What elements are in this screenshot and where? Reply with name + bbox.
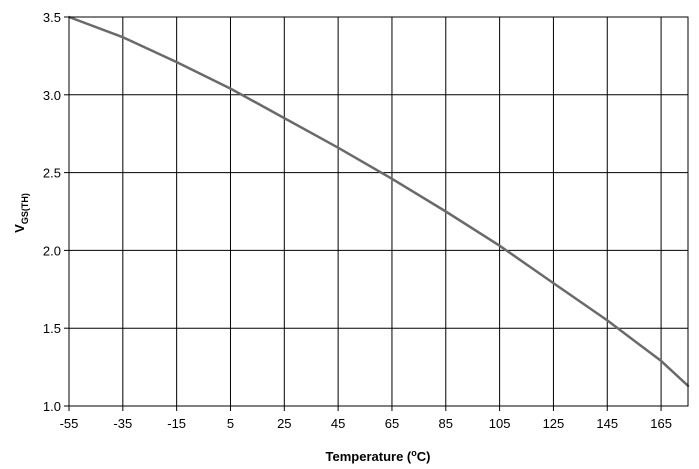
- y-tick-label: 3.5: [43, 10, 61, 25]
- plot-frame: [68, 16, 689, 407]
- x-tick-label: -35: [113, 416, 132, 431]
- x-tick-label: 5: [227, 416, 234, 431]
- x-tick-label: 145: [596, 416, 618, 431]
- series-line: [67, 15, 690, 388]
- grid: [64, 16, 688, 411]
- y-tick-label: 2.5: [43, 166, 61, 181]
- y-tick-label: 2.0: [43, 243, 61, 258]
- x-axis-title-superscript: o: [411, 448, 417, 458]
- y-tick-label: 1.5: [43, 321, 61, 336]
- plot-border: [68, 16, 689, 407]
- x-tick-label: 105: [489, 416, 511, 431]
- x-tick-label: 85: [439, 416, 453, 431]
- y-tick-label: 3.0: [43, 88, 61, 103]
- series-layer: [67, 15, 690, 388]
- x-tick-label: 125: [543, 416, 565, 431]
- tick-labels: -55 -35 -15 5 25 45 65 85 105 125 145 165 1.0 1.5 2.0 2…: [43, 10, 672, 431]
- x-axis-title-suffix: C): [417, 449, 431, 464]
- x-tick-label: 65: [385, 416, 399, 431]
- x-tick-label: 165: [650, 416, 672, 431]
- y-axis-title: VGS(TH): [12, 193, 30, 233]
- x-tick-label: 25: [277, 416, 291, 431]
- x-tick-label: -55: [60, 416, 79, 431]
- y-tick-label: 1.0: [43, 399, 61, 414]
- x-tick-label: -15: [167, 416, 186, 431]
- x-axis-title: Temperature (oC): [326, 448, 431, 464]
- y-axis-title-subscript: GS(TH): [20, 193, 30, 224]
- x-tick-label: 45: [331, 416, 345, 431]
